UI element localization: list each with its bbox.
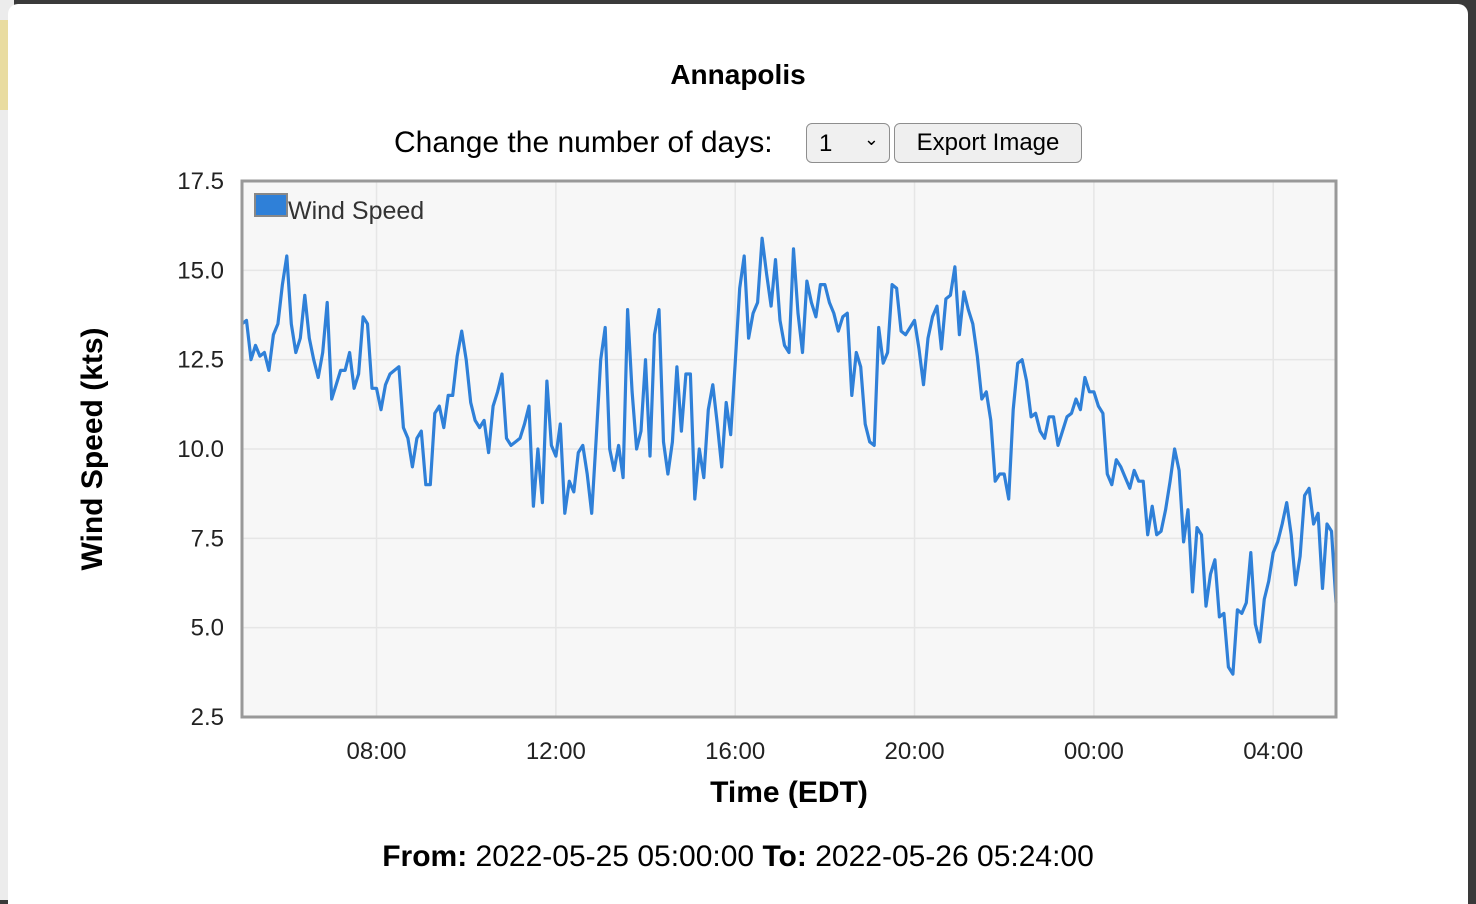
y-tick-label: 15.0 bbox=[177, 257, 224, 284]
x-tick-label: 12:00 bbox=[526, 738, 586, 765]
wind-speed-line bbox=[241, 236, 1338, 676]
plot-frame bbox=[240, 179, 1338, 719]
y-tick-label: 10.0 bbox=[177, 436, 224, 463]
legend-label: Wind Speed bbox=[288, 197, 424, 225]
x-tick-label: 08:00 bbox=[346, 738, 406, 765]
y-axis-title: Wind Speed (kts) bbox=[76, 327, 109, 570]
to-label: To: bbox=[762, 840, 807, 873]
y-tick-label: 12.5 bbox=[177, 347, 224, 374]
x-tick-label: 20:00 bbox=[885, 738, 945, 765]
from-label: From: bbox=[382, 840, 468, 873]
y-tick-label: 5.0 bbox=[191, 615, 224, 642]
date-range: From: 2022-05-25 05:00:00 To: 2022-05-26… bbox=[8, 840, 1468, 874]
x-axis-title: Time (EDT) bbox=[710, 776, 868, 809]
x-tick-label: 04:00 bbox=[1243, 738, 1303, 765]
x-tick-label: 00:00 bbox=[1064, 738, 1124, 765]
wind-speed-chart: 2.5 5.0 7.5 10.0 12.5 15.0 17.5 08:00 12:00 16:00… bbox=[76, 168, 1338, 809]
days-select[interactable]: 1 ⌄ bbox=[806, 123, 890, 163]
x-tick-label: 16:00 bbox=[705, 738, 765, 765]
y-tick-label: 7.5 bbox=[191, 525, 224, 552]
to-value: 2022-05-26 05:24:00 bbox=[815, 840, 1094, 873]
days-select-value: 1 bbox=[819, 130, 833, 157]
chart-modal: Annapolis Change the number of days: 1 ⌄… bbox=[8, 4, 1468, 904]
export-image-button[interactable]: Export Image bbox=[894, 123, 1082, 163]
y-tick-label: 17.5 bbox=[177, 168, 224, 195]
legend-swatch bbox=[254, 193, 288, 217]
chart-title: Annapolis bbox=[670, 59, 806, 90]
background-tab bbox=[0, 20, 9, 110]
chevron-down-icon: ⌄ bbox=[863, 129, 879, 149]
days-label: Change the number of days: bbox=[394, 126, 773, 159]
y-tick-label: 2.5 bbox=[191, 704, 224, 731]
from-value: 2022-05-25 05:00:00 bbox=[475, 840, 755, 873]
